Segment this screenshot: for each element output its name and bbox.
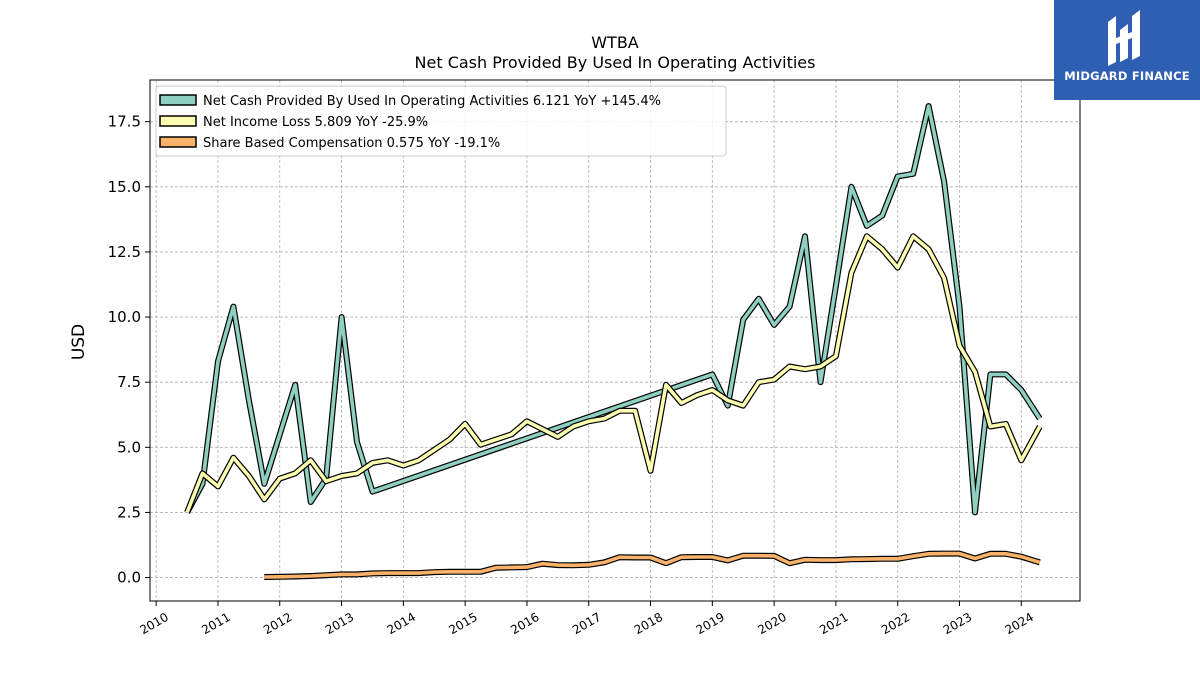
series-layer xyxy=(184,103,1043,580)
legend-swatch-2 xyxy=(159,136,197,148)
x-tick-label: 2010 xyxy=(137,610,170,637)
logo-text: MIDGARD FINANCE xyxy=(1064,69,1190,83)
brand-logo: MIDGARD FINANCE xyxy=(1054,0,1200,100)
y-axis-label: USD xyxy=(69,324,89,360)
grid xyxy=(150,80,1080,601)
legend-entry-2: Share Based Compensation 0.575 YoY -19.1… xyxy=(203,136,500,151)
legend-box xyxy=(155,85,727,157)
legend-entry-0: Net Cash Provided By Used In Operating A… xyxy=(203,94,661,109)
x-tick-label: 2014 xyxy=(385,610,418,637)
y-tick-label: 17.5 xyxy=(108,113,141,131)
series-outline-0 xyxy=(184,103,1043,516)
x-tick-label: 2018 xyxy=(632,610,665,637)
series-line-0 xyxy=(185,104,1042,515)
x-tick-label: 2023 xyxy=(941,610,974,637)
logo-mark-icon xyxy=(1108,10,1140,66)
y-tick-label: 2.5 xyxy=(117,503,141,521)
plot-frame xyxy=(149,79,1081,602)
y-tick-label: 0.0 xyxy=(117,569,141,587)
x-tick-label: 2022 xyxy=(879,610,912,637)
series-line-1 xyxy=(185,234,1042,514)
legend-entry-1: Net Income Loss 5.809 YoY -25.9% xyxy=(203,115,428,130)
x-tick-label: 2017 xyxy=(570,610,603,637)
series-line-2 xyxy=(264,551,1041,579)
x-tick-label: 2011 xyxy=(199,610,232,637)
x-tick-label: 2019 xyxy=(694,610,727,637)
x-tick-label: 2024 xyxy=(1003,610,1036,637)
x-tick-label: 2016 xyxy=(508,610,541,637)
x-tick-label: 2021 xyxy=(817,610,850,637)
chart-title: WTBA xyxy=(591,33,639,52)
legend-swatch-1 xyxy=(159,115,197,127)
y-tick-label: 7.5 xyxy=(117,373,141,391)
legend-swatch-0 xyxy=(159,94,197,106)
y-tick-label: 15.0 xyxy=(108,178,141,196)
y-tick-label: 10.0 xyxy=(108,308,141,326)
legend: Net Cash Provided By Used In Operating A… xyxy=(155,85,727,157)
x-tick-label: 2012 xyxy=(261,610,294,637)
x-tick-label: 2015 xyxy=(446,610,479,637)
y-tick-label: 5.0 xyxy=(117,438,141,456)
series-outline-1 xyxy=(184,233,1043,514)
chart-subtitle: Net Cash Provided By Used In Operating A… xyxy=(415,53,816,72)
x-tick-label: 2013 xyxy=(323,610,356,637)
y-tick-label: 12.5 xyxy=(108,243,141,261)
x-tick-label: 2020 xyxy=(755,610,788,637)
